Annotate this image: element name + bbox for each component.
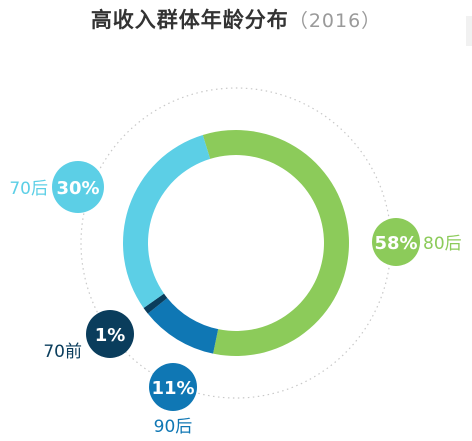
value-label-2: 1%	[95, 325, 126, 346]
value-label-0: 58%	[374, 233, 417, 254]
donut-slice-0	[202, 130, 349, 356]
value-label-1: 11%	[151, 378, 194, 399]
donut-slices	[123, 130, 349, 356]
callout-bubble-3	[52, 161, 104, 213]
callouts: 58% 80后 11% 90后 1% 70前 30% 70后	[9, 161, 462, 437]
chart-title-year: （2016）	[288, 10, 382, 32]
category-label-2: 70前	[43, 342, 82, 362]
callout-1: 11% 90后	[149, 363, 197, 437]
callout-bubble-0	[372, 218, 420, 266]
callout-bubble-2	[86, 310, 134, 358]
callout-0: 58% 80后	[372, 218, 462, 266]
category-label-1: 90后	[154, 417, 193, 437]
callout-2: 1% 70前	[43, 310, 134, 362]
edge-mark	[466, 16, 472, 46]
donut-slice-3	[123, 134, 211, 308]
chart-title-main: 高收入群体年龄分布	[90, 8, 289, 32]
callout-bubble-1	[149, 363, 197, 411]
category-label-0: 80后	[423, 234, 462, 254]
category-label-3: 70后	[9, 179, 48, 199]
donut-slice-1	[147, 298, 219, 354]
value-label-3: 30%	[56, 178, 99, 199]
callout-3: 30% 70后	[9, 161, 104, 213]
chart-title: 高收入群体年龄分布（2016）	[0, 4, 472, 34]
donut-slice-2	[143, 293, 168, 314]
